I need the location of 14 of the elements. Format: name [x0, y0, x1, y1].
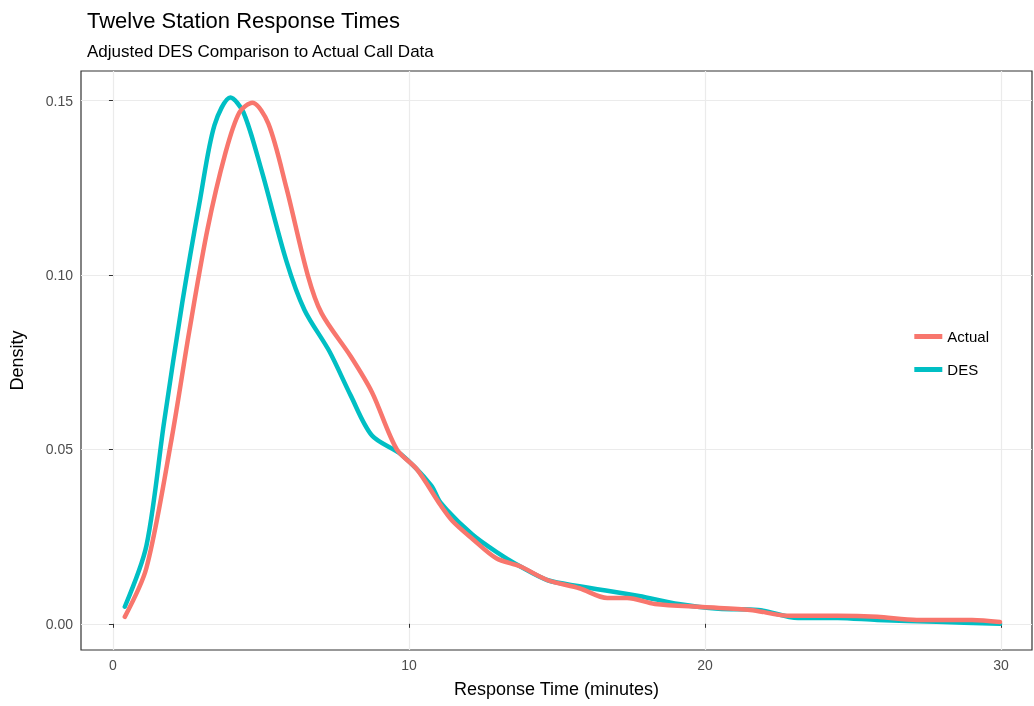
x-axis-title: Response Time (minutes) — [453, 679, 660, 699]
y-axis-title: Density — [7, 330, 27, 391]
legend-label: DES — [947, 361, 979, 378]
chart-subtitle: Adjusted DES Comparison to Actual Call Data — [87, 42, 435, 61]
legend-label: Actual — [947, 328, 990, 345]
x-tick-label: 0 — [109, 657, 118, 673]
y-tick-label: 0.00 — [45, 615, 74, 632]
chart-title: Twelve Station Response Times — [87, 7, 401, 33]
y-tick-label: 0.10 — [45, 267, 74, 284]
x-tick-label: 10 — [401, 657, 417, 673]
y-tick-label: 0.05 — [45, 441, 74, 458]
y-tick-label: 0.15 — [45, 92, 74, 109]
x-tick-label: 20 — [697, 657, 713, 673]
x-tick-label: 30 — [993, 657, 1009, 673]
